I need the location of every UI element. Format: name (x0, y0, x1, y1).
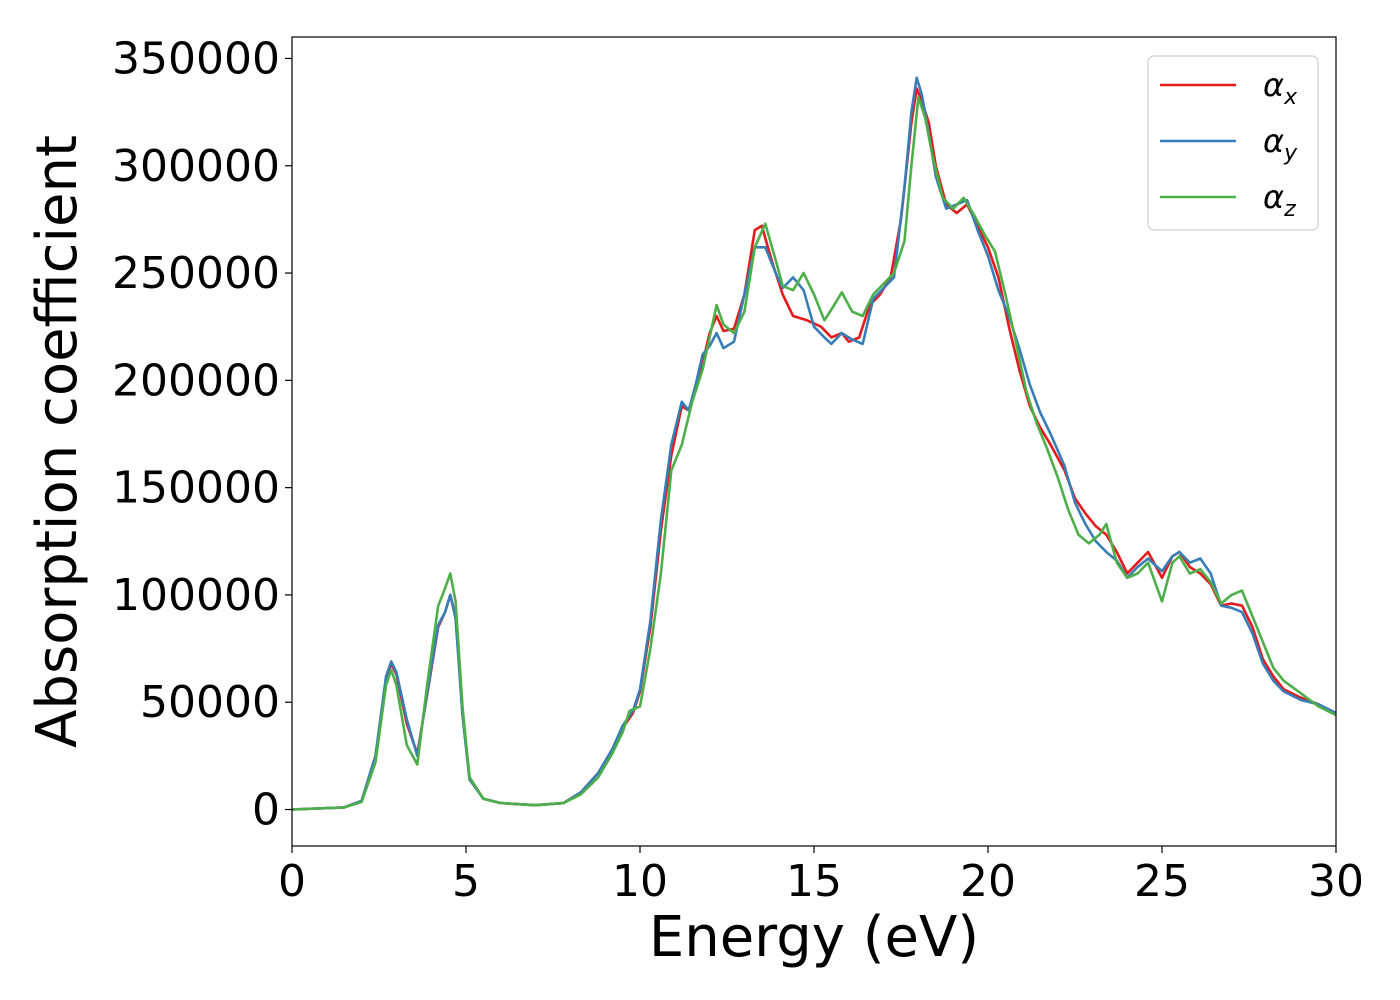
x-tick-label: 30 (1308, 856, 1364, 907)
x-axis-title: Energy (eV) (649, 905, 979, 970)
x-tick-label: 5 (452, 856, 480, 907)
y-tick-label: 150000 (112, 463, 280, 514)
y-tick-label: 0 (252, 785, 280, 836)
series-line-z (291, 95, 1337, 811)
y-tick-label: 300000 (112, 141, 280, 192)
legend-box (1147, 55, 1319, 231)
legend: αx αy αz (1147, 55, 1319, 231)
y-axis-title: Absorption coefficient (25, 135, 90, 748)
y-tick-label: 350000 (112, 33, 280, 84)
legend-label-y: αy (1263, 122, 1298, 166)
series-lines (291, 76, 1337, 811)
x-tick-label: 25 (1134, 856, 1190, 907)
y-tick-label: 50000 (140, 677, 280, 728)
x-tick-label: 0 (278, 856, 306, 907)
x-tick-label: 10 (612, 856, 668, 907)
y-tick-label: 100000 (112, 570, 280, 621)
legend-label-x: αx (1263, 66, 1298, 110)
y-tick-label: 200000 (112, 355, 280, 406)
y-tick-label: 250000 (112, 248, 280, 299)
x-tick-label: 20 (960, 856, 1016, 907)
legend-label-z: αz (1263, 178, 1296, 222)
ticks: 0 5 10 15 20 25 30 0 50000 100000 150000 200000 2500… (112, 33, 1364, 907)
x-tick-label: 15 (786, 856, 842, 907)
